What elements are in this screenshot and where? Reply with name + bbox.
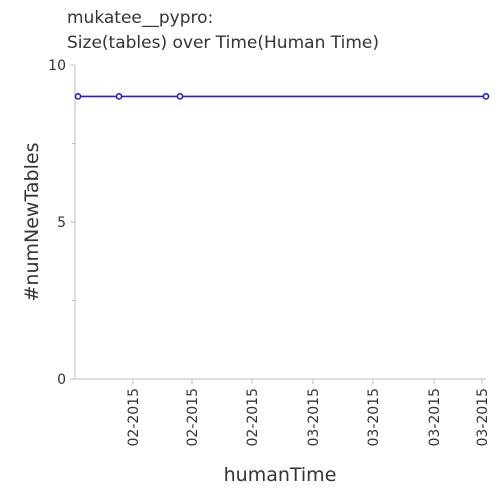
x-tick-label: 02-2015 <box>185 388 201 447</box>
series-layer <box>74 93 490 100</box>
data-point <box>74 93 82 100</box>
chart-title-line-1: mukatee__pypro: <box>67 8 214 28</box>
x-tick-label: 03-2015 <box>366 388 382 447</box>
x-tick-label: 03-2015 <box>475 388 491 447</box>
data-point <box>176 93 184 100</box>
data-point <box>482 93 490 100</box>
y-ticks: 0 5 10 <box>48 58 75 388</box>
y-tick-label: 0 <box>57 372 66 388</box>
y-tick-label: 5 <box>57 215 66 231</box>
x-tick-label: 03-2015 <box>427 388 443 447</box>
chart-axes <box>74 65 486 380</box>
y-tick-label: 10 <box>48 58 66 74</box>
data-point <box>115 93 123 100</box>
x-tick-label: 03-2015 <box>306 388 322 447</box>
chart-title-line-2: Size(tables) over Time(Human Time) <box>67 33 379 53</box>
x-tick-label: 02-2015 <box>126 388 142 447</box>
x-axis-label: humanTime <box>224 464 337 486</box>
y-axis-label: #numNewTables <box>21 143 43 302</box>
x-ticks: 02-2015 02-2015 02-2015 03-2015 03-2015 03-20… <box>126 379 491 447</box>
x-tick-label: 02-2015 <box>245 388 261 447</box>
